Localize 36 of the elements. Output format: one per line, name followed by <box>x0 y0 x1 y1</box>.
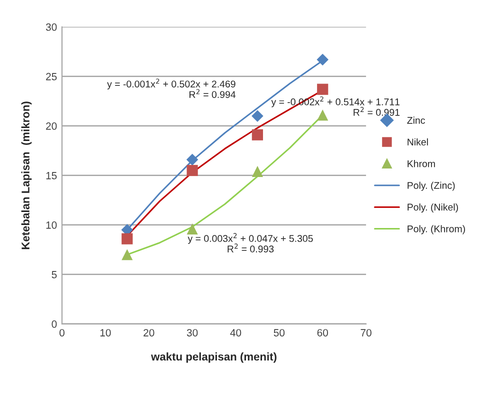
legend-label: Nikel <box>408 138 428 146</box>
y-tick-label: 20 <box>46 122 57 130</box>
x-axis-title: waktu pelapisan (menit) <box>151 352 276 363</box>
point <box>186 164 198 176</box>
point <box>186 223 198 234</box>
x-tick-label: 60 <box>317 329 328 336</box>
y-axis-title: Ketebalan Lapisan (mikron) <box>21 102 32 250</box>
x-tick-label: 0 <box>60 329 64 336</box>
y-tick-label: 5 <box>52 271 57 278</box>
annotation: y = 0.003x$^{2}$ + 0.047x + 5.305 R$^{2}$ = 0.993 <box>188 233 313 252</box>
legend-label: Zinc <box>407 116 425 124</box>
x-tick-label: 30 <box>186 329 198 336</box>
annotation: y = -0.001x$^{2}$ + 0.502x + 2.469 R$^{2}$ = 0.994 <box>107 78 236 98</box>
point <box>122 233 133 244</box>
x-tick-label: 40 <box>230 329 242 336</box>
legend-label: Poly. (Nikel) <box>408 203 458 213</box>
y-tick-label: 0 <box>52 320 57 328</box>
point <box>252 166 264 178</box>
legend-label: Poly. (Khrom) <box>408 225 465 234</box>
point <box>317 109 328 121</box>
x-tick-label: 10 <box>100 329 111 336</box>
x-tick-label: 50 <box>274 329 285 336</box>
point <box>252 110 264 122</box>
point <box>122 249 133 260</box>
x-tick-label: 70 <box>360 329 372 336</box>
point <box>317 84 328 95</box>
point <box>316 54 329 66</box>
legend-label: Poly. (Zinc) <box>408 182 455 191</box>
x-tick-label: 20 <box>144 329 154 336</box>
y-tick-label: 25 <box>46 72 57 80</box>
y-tick-label: 10 <box>46 221 57 229</box>
point <box>252 129 264 140</box>
legend-label: Khrom <box>408 160 435 168</box>
y-tick-label: 30 <box>46 23 57 31</box>
point <box>186 154 198 166</box>
y-tick-label: 15 <box>46 172 57 180</box>
